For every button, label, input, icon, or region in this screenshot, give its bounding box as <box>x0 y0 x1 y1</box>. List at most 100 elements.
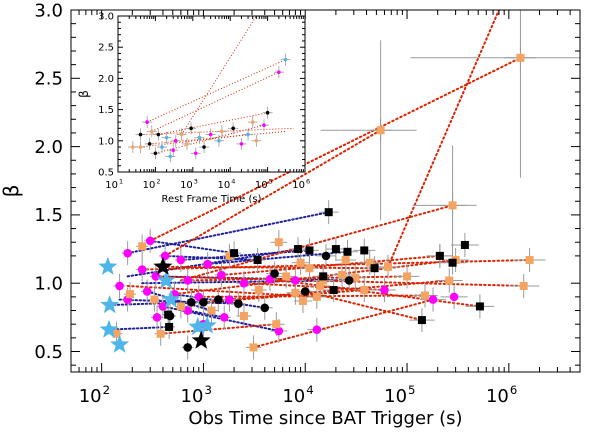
data-point-circle <box>203 259 212 269</box>
data-point-circle <box>158 302 168 311</box>
data-point-square <box>324 208 333 217</box>
data-point-circle <box>312 325 322 334</box>
data-point-circle <box>123 248 132 258</box>
inset-data-point <box>149 129 154 134</box>
data-point-circle <box>225 295 234 304</box>
data-point-circle <box>260 303 270 313</box>
inset-data-point <box>138 132 143 137</box>
data-point-square <box>417 316 426 325</box>
svg-text:10: 10 <box>486 386 509 407</box>
data-point-square <box>445 276 454 285</box>
x-tick-label: 10 2 <box>79 383 110 407</box>
data-point-square <box>165 322 174 331</box>
data-point-star <box>110 334 130 353</box>
data-point-square <box>239 311 248 320</box>
data-point-square <box>435 251 444 260</box>
data-point-circle <box>187 298 196 307</box>
data-point-square <box>383 262 392 271</box>
data-point-square <box>516 53 525 62</box>
inset-data-point <box>217 139 221 143</box>
data-point-square <box>365 258 374 267</box>
red-dotted-line <box>173 258 457 296</box>
svg-text:10: 10 <box>143 180 156 191</box>
inset-data-point <box>164 135 169 140</box>
data-point-square <box>519 281 528 290</box>
svg-text:2: 2 <box>103 383 110 397</box>
blue-dotted-line <box>179 249 311 261</box>
data-point-square <box>338 271 347 280</box>
data-point-star <box>99 319 119 338</box>
data-point-square <box>448 201 457 210</box>
x-tick-label: 10 6 <box>486 383 517 407</box>
x-tick-label: 10 4 <box>282 383 313 407</box>
inset-data-point <box>173 139 178 143</box>
data-point-star <box>188 316 208 335</box>
data-point-square <box>329 286 338 295</box>
data-point-circle <box>160 251 170 261</box>
x-axis-title: Obs Time since BAT Trigger (s) <box>188 408 462 429</box>
data-point-circle <box>183 343 192 352</box>
data-point-square <box>230 249 239 258</box>
data-point-square <box>360 286 369 295</box>
plot-area <box>127 16 294 163</box>
data-point-square <box>156 329 165 338</box>
svg-text:10: 10 <box>181 386 204 407</box>
data-point-square <box>225 251 234 260</box>
x-tick-label: 10 2 <box>143 178 161 192</box>
data-point-square <box>274 238 283 247</box>
red-dotted-line <box>154 275 525 287</box>
inset-data-point <box>202 145 206 149</box>
inset-data-point <box>179 132 184 137</box>
inset-data-point <box>168 154 173 159</box>
data-point-square <box>316 281 325 290</box>
data-point-star <box>153 256 173 275</box>
data-point-circle <box>321 251 331 261</box>
data-point-square <box>403 272 412 281</box>
data-point-square <box>126 290 135 299</box>
data-point-circle <box>449 292 459 302</box>
red-dotted-line <box>386 10 500 268</box>
svg-text:10: 10 <box>217 180 230 191</box>
data-point-square <box>305 264 314 273</box>
svg-text:10: 10 <box>180 180 193 191</box>
red-dotted-line <box>161 265 376 270</box>
data-point-square <box>420 291 429 300</box>
y-tick-label: 3.0 <box>98 12 114 23</box>
svg-text:4: 4 <box>306 383 313 397</box>
inset-data-point <box>160 145 164 149</box>
y-axis-title: β <box>0 185 23 198</box>
inset-data-point <box>193 151 198 156</box>
data-point-square <box>448 258 457 267</box>
inset-data-point <box>208 132 213 137</box>
data-point-square <box>291 288 300 297</box>
red-dotted-line <box>304 290 423 322</box>
data-point-square <box>296 258 305 267</box>
y-tick-label: 0.5 <box>98 168 114 179</box>
svg-text:6: 6 <box>510 383 517 397</box>
data-point-square <box>343 247 352 256</box>
svg-text:10: 10 <box>255 180 268 191</box>
red-dotted-line <box>126 284 318 298</box>
data-point-square <box>475 302 484 311</box>
red-dotted-line <box>159 323 278 335</box>
data-point-circle <box>115 281 124 291</box>
svg-text:10: 10 <box>79 386 102 407</box>
y-tick-label: 2.5 <box>34 69 63 90</box>
svg-text:1: 1 <box>119 178 123 186</box>
inset-data-point <box>231 126 235 131</box>
data-point-star <box>98 256 118 275</box>
x-axis-title: Rest Frame Time (s) <box>162 194 262 205</box>
data-point-star <box>197 315 217 334</box>
plot-area <box>98 10 580 360</box>
data-point-circle <box>199 298 208 307</box>
inset-data-point <box>185 142 189 146</box>
svg-text:6: 6 <box>306 178 310 186</box>
red-dotted-line <box>252 298 435 349</box>
x-tick-label: 10 1 <box>105 178 123 192</box>
svg-text:5: 5 <box>408 383 415 397</box>
red-dotted-line <box>164 129 382 257</box>
data-point-square <box>254 286 263 295</box>
data-point-square <box>319 276 328 285</box>
inset-data-point <box>254 139 259 143</box>
inset-data-point <box>239 142 244 146</box>
